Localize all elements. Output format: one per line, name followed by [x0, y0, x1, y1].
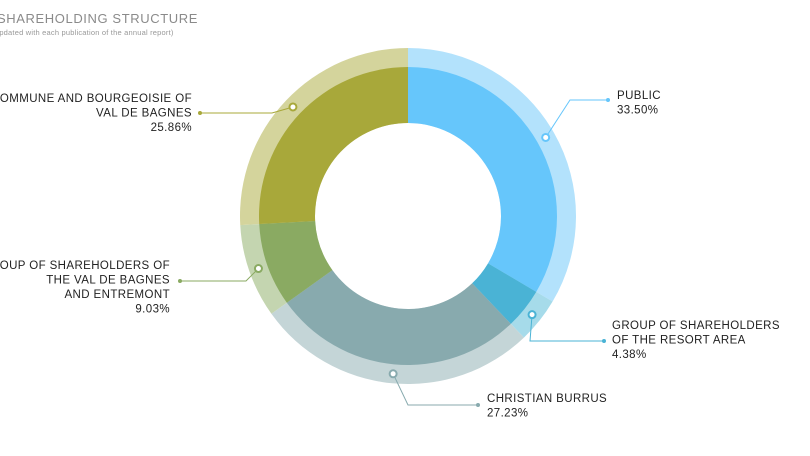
donut-segment [286, 270, 511, 366]
value-label: 4.38% [612, 349, 647, 361]
segment-label: VAL DE BAGNES [96, 108, 192, 120]
segment-label: CHRISTIAN BURRUS [487, 393, 607, 405]
segment-dot [253, 264, 263, 274]
value-label: 27.23% [487, 408, 528, 420]
segment-dot [288, 102, 298, 112]
donut-segment [259, 67, 408, 225]
donut-segment [472, 263, 537, 324]
segment-label: GROUP OF SHAREHOLDERS OF [0, 260, 170, 272]
segment-label: COMMUNE AND BOURGEOISIE OF [0, 93, 192, 105]
donut-segment [408, 67, 557, 292]
chart-title: SHAREHOLDING STRUCTURE [0, 11, 198, 26]
leader-line [392, 373, 478, 406]
value-label: 25.86% [151, 122, 192, 134]
segment-label: OF THE RESORT AREA [612, 335, 746, 347]
leader-line [200, 106, 294, 114]
leader-end-dot [602, 339, 606, 343]
value-label: 9.03% [135, 304, 170, 316]
leader-line [529, 314, 604, 342]
segment-dot [527, 310, 537, 320]
leader-end-dot [198, 111, 202, 115]
segment-label: GROUP OF SHAREHOLDERS [612, 320, 780, 332]
value-label: 33.50% [617, 105, 658, 117]
segment-label: THE VAL DE BAGNES [46, 275, 170, 287]
leader-end-dot [606, 98, 610, 102]
segment-dot [388, 369, 398, 379]
segment-label: AND ENTREMONT [64, 289, 170, 301]
leader-end-dot [178, 279, 182, 283]
segment-label: PUBLIC [617, 90, 661, 102]
donut-segment [259, 221, 333, 303]
segment-dot [541, 132, 551, 142]
leader-end-dot [476, 403, 480, 407]
leader-line [180, 268, 259, 282]
leader-line [545, 99, 608, 138]
chart-subtitle: (Updated with each publication of the an… [0, 28, 174, 37]
